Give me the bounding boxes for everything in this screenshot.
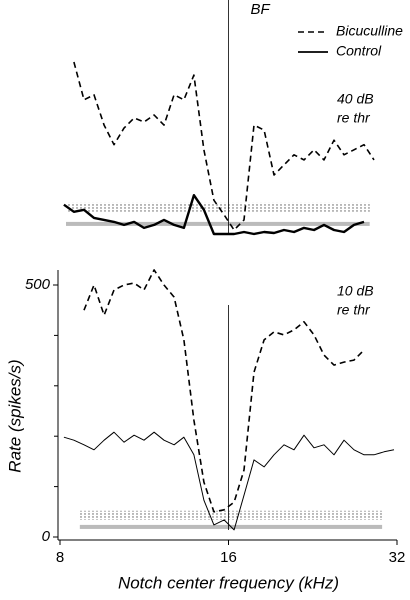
bf-label: BF	[251, 1, 271, 18]
spontaneous-band	[66, 221, 370, 226]
y-tick-label: 0	[42, 528, 51, 545]
y-tick-label: 500	[25, 276, 51, 293]
series-line	[83, 269, 365, 513]
series-line	[63, 431, 395, 531]
x-axis-label: Notch center frequency (kHz)	[118, 573, 339, 592]
level-annotation: 40 dB	[337, 91, 374, 107]
spontaneous-band	[66, 202, 370, 212]
y-axis-label: Rate (spikes/s)	[5, 359, 24, 472]
legend-label: Bicuculline	[336, 23, 403, 39]
legend-label: Control	[336, 43, 382, 59]
level-annotation: re thr	[337, 110, 371, 126]
series-line	[63, 194, 365, 236]
spontaneous-band	[79, 510, 383, 520]
level-annotation: re thr	[337, 302, 371, 318]
x-tick-label: 16	[220, 549, 237, 566]
x-tick-label: 8	[56, 549, 64, 566]
level-annotation: 10 dB	[337, 283, 374, 299]
series-line	[73, 61, 375, 231]
x-tick-label: 32	[389, 549, 406, 566]
